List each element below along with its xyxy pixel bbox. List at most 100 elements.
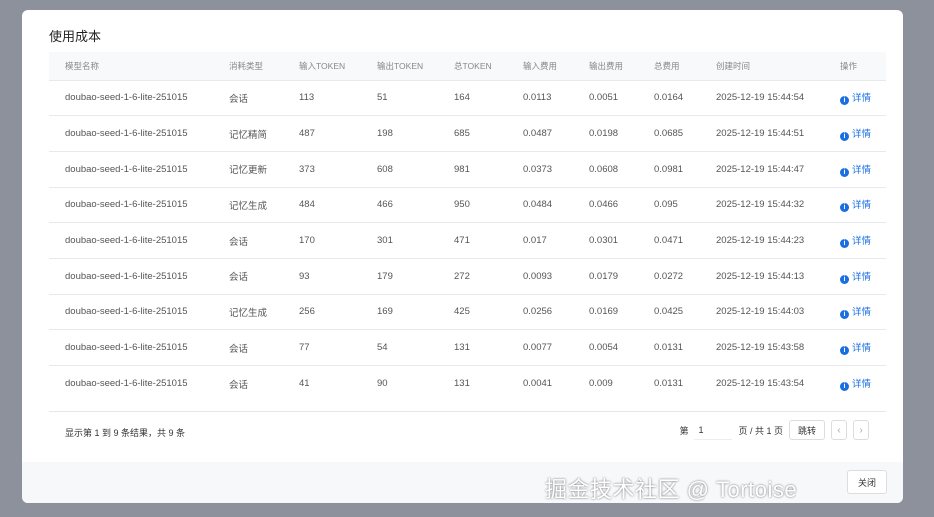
- divider: [49, 411, 886, 412]
- column-header: 创建时间: [716, 60, 751, 71]
- usage-table: 模型名称 消耗类型 输入TOKEN 输出TOKEN 总TOKEN 输入费用 输出费用 总费用 创…: [49, 52, 886, 402]
- table-cell: 425: [454, 293, 523, 330]
- detail-link[interactable]: i 详情: [840, 379, 872, 392]
- info-circle-icon: i: [840, 382, 849, 392]
- detail-label: 详情: [852, 343, 872, 355]
- table-cell: 471: [454, 222, 523, 259]
- column-header: 总TOKEN: [454, 60, 492, 71]
- table-cell: 0.0685: [654, 115, 716, 152]
- action-cell: i 详情: [840, 186, 886, 223]
- column-header: 总费用: [654, 60, 680, 71]
- table-cell: 0.0256: [523, 293, 589, 330]
- table-cell: doubao-seed-1-6-lite-251015: [49, 186, 229, 223]
- table-cell: 会话: [229, 365, 299, 402]
- detail-link[interactable]: i 详情: [840, 236, 872, 249]
- table-cell: 608: [377, 150, 454, 188]
- table-cell: 54: [377, 329, 454, 366]
- table-cell: 2025-12-19 15:43:58: [716, 329, 840, 366]
- action-cell: i 详情: [840, 329, 886, 366]
- table-cell: 2025-12-19 15:43:54: [716, 365, 840, 402]
- table-cell: 169: [377, 293, 454, 330]
- detail-link[interactable]: i 详情: [840, 165, 871, 177]
- detail-link[interactable]: i 详情: [840, 93, 872, 106]
- table-cell: 记忆精简: [229, 115, 299, 152]
- table-cell: 164: [454, 79, 523, 116]
- table-cell: 记忆生成: [229, 293, 299, 330]
- detail-link[interactable]: i 详情: [840, 272, 871, 284]
- detail-link[interactable]: i 详情: [840, 200, 872, 213]
- table-cell: 0.0131: [654, 365, 716, 402]
- table-cell: 记忆生成: [229, 186, 299, 223]
- table-cell: 198: [377, 115, 454, 152]
- detail-link[interactable]: i 详情: [840, 343, 872, 356]
- table-row: doubao-seed-1-6-lite-251015 会话 93 179 272 0.0…: [49, 257, 886, 295]
- column-header: 输出TOKEN: [377, 60, 424, 71]
- table-cell: 950: [454, 186, 523, 223]
- table-cell: 0.0077: [523, 329, 589, 366]
- table-cell: 0.0164: [654, 79, 716, 116]
- column-header: 操作: [840, 60, 858, 71]
- pagination: 第 页 / 共 1 页 跳转 ‹ ›: [679, 420, 869, 440]
- table-cell: 0.0198: [589, 115, 654, 152]
- table-cell: 2025-12-19 15:44:54: [716, 79, 840, 116]
- action-cell: i 详情: [840, 293, 886, 330]
- table-cell: doubao-seed-1-6-lite-251015: [49, 329, 229, 366]
- action-cell: i 详情: [840, 150, 886, 188]
- table-cell: 0.0301: [589, 222, 654, 259]
- table-cell: 113: [299, 79, 377, 116]
- table-cell: 301: [377, 222, 454, 259]
- next-page-button[interactable]: ›: [853, 420, 869, 440]
- table-cell: 0.0484: [523, 186, 589, 223]
- detail-label: 详情: [852, 307, 872, 319]
- action-cell: i 详情: [840, 79, 886, 116]
- pagination-summary: 显示第 1 到 9 条结果，共 9 条: [65, 428, 186, 438]
- detail-link[interactable]: i 详情: [840, 307, 872, 320]
- table-cell: 2025-12-19 15:44:32: [716, 186, 840, 223]
- table-cell: 131: [454, 365, 523, 402]
- info-circle-icon: i: [840, 310, 849, 320]
- detail-label: 详情: [852, 379, 872, 391]
- action-cell: i 详情: [840, 257, 886, 295]
- detail-label: 详情: [852, 236, 872, 248]
- prev-page-button[interactable]: ‹: [831, 420, 847, 440]
- table-row: doubao-seed-1-6-lite-251015 会话 113 51 164 0.0…: [49, 79, 886, 116]
- table-cell: 0.0487: [523, 115, 589, 152]
- table-cell: 会话: [229, 257, 299, 295]
- column-header: 输入费用: [523, 60, 558, 71]
- detail-label: 详情: [852, 129, 872, 141]
- detail-label: 详情: [852, 93, 872, 105]
- table-cell: 0.0169: [589, 293, 654, 330]
- table-cell: 0.0131: [654, 329, 716, 366]
- table-cell: 0.0051: [589, 79, 654, 116]
- dialog-title: 使用成本: [49, 29, 102, 44]
- table-cell: 179: [377, 257, 454, 295]
- table-cell: 487: [299, 115, 377, 152]
- table-cell: 0.0272: [654, 257, 716, 295]
- table-cell: doubao-seed-1-6-lite-251015: [49, 150, 229, 188]
- table-cell: 484: [299, 186, 377, 223]
- table-row: doubao-seed-1-6-lite-251015 会话 41 90 131 0.00…: [49, 365, 886, 402]
- table-cell: 0.0041: [523, 365, 589, 402]
- table-cell: 会话: [229, 222, 299, 259]
- table-cell: 2025-12-19 15:44:13: [716, 257, 840, 295]
- info-circle-icon: i: [840, 239, 849, 249]
- detail-link[interactable]: i 详情: [840, 129, 872, 142]
- table-row: doubao-seed-1-6-lite-251015 记忆精简 487 198 685…: [49, 115, 886, 152]
- table-cell: 2025-12-19 15:44:23: [716, 222, 840, 259]
- close-button[interactable]: 关闭: [846, 470, 887, 494]
- table-cell: 记忆更新: [229, 150, 299, 188]
- action-cell: i 详情: [840, 115, 886, 152]
- table-cell: doubao-seed-1-6-lite-251015: [49, 257, 229, 295]
- page-input[interactable]: [694, 420, 733, 440]
- table-cell: 2025-12-19 15:44:51: [716, 115, 840, 152]
- table-cell: 51: [377, 79, 454, 116]
- table-row: doubao-seed-1-6-lite-251015 记忆生成 484 466 950…: [49, 186, 886, 223]
- table-row: doubao-seed-1-6-lite-251015 会话 77 54 131 0.00…: [49, 329, 886, 366]
- detail-label: 详情: [852, 200, 872, 212]
- page-prefix: 第: [679, 425, 689, 436]
- column-header: 输入TOKEN: [299, 60, 346, 71]
- jump-button[interactable]: 跳转: [788, 420, 825, 440]
- table-cell: 41: [299, 365, 377, 402]
- info-circle-icon: i: [840, 274, 849, 284]
- dialog-footer: 关闭: [22, 462, 903, 503]
